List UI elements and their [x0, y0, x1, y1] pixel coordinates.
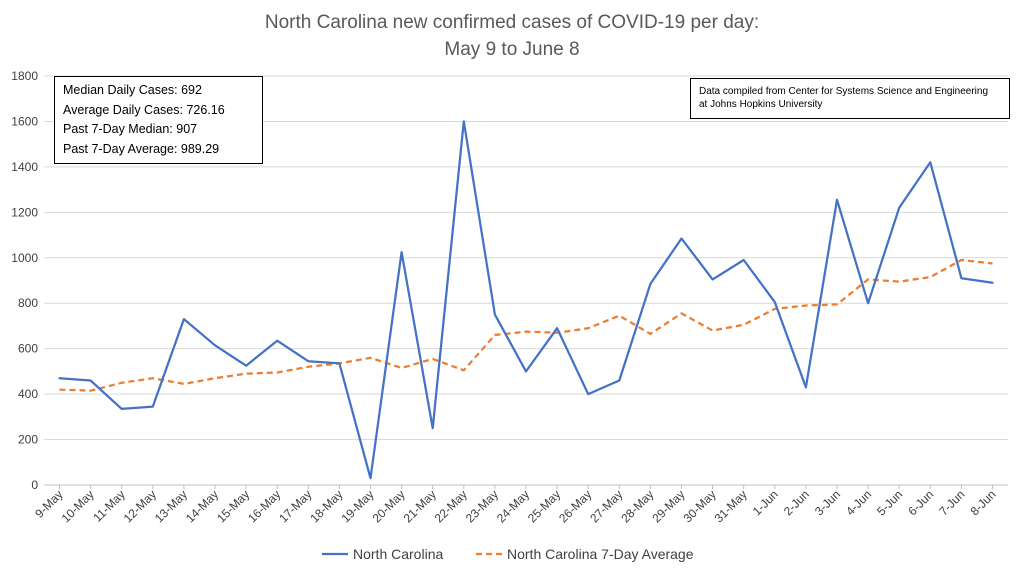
y-tick-label: 1600 — [11, 114, 38, 128]
stat-past7-average: Past 7-Day Average: 989.29 — [63, 141, 220, 156]
x-tick-label: 24-May — [494, 487, 532, 525]
y-tick-label: 800 — [18, 296, 38, 310]
stat-average-daily: Average Daily Cases: 726.16 — [63, 102, 225, 117]
legend-label: North Carolina 7-Day Average — [507, 546, 694, 562]
y-tick-label: 400 — [18, 387, 38, 401]
x-tick-label: 29-May — [649, 487, 687, 525]
x-tick-label: 16-May — [245, 487, 283, 525]
x-tick-label: 23-May — [463, 487, 501, 525]
source-note: Data compiled from Center for Systems Sc… — [690, 78, 1010, 119]
x-tick-label: 28-May — [618, 487, 656, 525]
x-tick-label: 18-May — [307, 487, 345, 525]
x-tick-label: 25-May — [525, 487, 563, 525]
stat-median-daily: Median Daily Cases: 692 — [63, 83, 202, 97]
x-tick-label: 10-May — [59, 487, 97, 525]
x-tick-label: 1-Jun — [750, 487, 781, 518]
y-tick-label: 0 — [31, 478, 38, 492]
chart-title-line-2: May 9 to June 8 — [444, 39, 579, 60]
x-tick-label: 20-May — [370, 487, 408, 525]
x-tick-label: 27-May — [587, 487, 625, 525]
x-tick-label: 2-Jun — [781, 487, 812, 518]
x-tick-label: 7-Jun — [936, 487, 967, 518]
source-note-line-2: at Johns Hopkins University — [699, 99, 823, 110]
series-line-north-carolina-7-day-average — [59, 258, 993, 392]
source-note-line-1: Data compiled from Center for Systems Sc… — [699, 86, 989, 97]
x-tick-label: 15-May — [214, 487, 252, 525]
x-tick-label: 6-Jun — [905, 487, 936, 518]
legend-label: North Carolina — [353, 546, 443, 562]
y-tick-label: 1000 — [11, 251, 38, 265]
y-tick-label: 1200 — [11, 205, 38, 219]
x-tick-label: 26-May — [556, 487, 594, 525]
x-tick-label: 8-Jun — [967, 487, 998, 518]
x-tick-label: 30-May — [681, 487, 719, 525]
chart-title-line-1: North Carolina new confirmed cases of CO… — [265, 12, 759, 33]
x-tick-label: 3-Jun — [812, 487, 843, 518]
x-tick-label: 31-May — [712, 487, 750, 525]
y-tick-label: 1800 — [11, 69, 38, 83]
y-tick-label: 600 — [18, 342, 38, 356]
y-tick-label: 200 — [18, 433, 38, 447]
x-tick-label: 14-May — [183, 487, 221, 525]
x-tick-label: 13-May — [152, 487, 190, 525]
x-tick-label: 12-May — [121, 487, 159, 525]
x-tick-label: 21-May — [401, 487, 439, 525]
x-tick-label: 4-Jun — [843, 487, 874, 518]
series-line-north-carolina — [58, 120, 994, 480]
y-tick-label: 1400 — [11, 160, 38, 174]
x-tick-label: 22-May — [432, 487, 470, 525]
legend: North Carolina North Carolina 7-Day Avera… — [322, 546, 694, 562]
x-tick-label: 19-May — [338, 487, 376, 525]
x-tick-label: 17-May — [276, 487, 314, 525]
stats-box: Median Daily Cases: 692 Average Daily Ca… — [54, 76, 263, 164]
x-tick-label: 11-May — [90, 487, 128, 525]
stat-past7-median: Past 7-Day Median: 907 — [63, 122, 198, 136]
x-tick-label: 5-Jun — [874, 487, 905, 518]
